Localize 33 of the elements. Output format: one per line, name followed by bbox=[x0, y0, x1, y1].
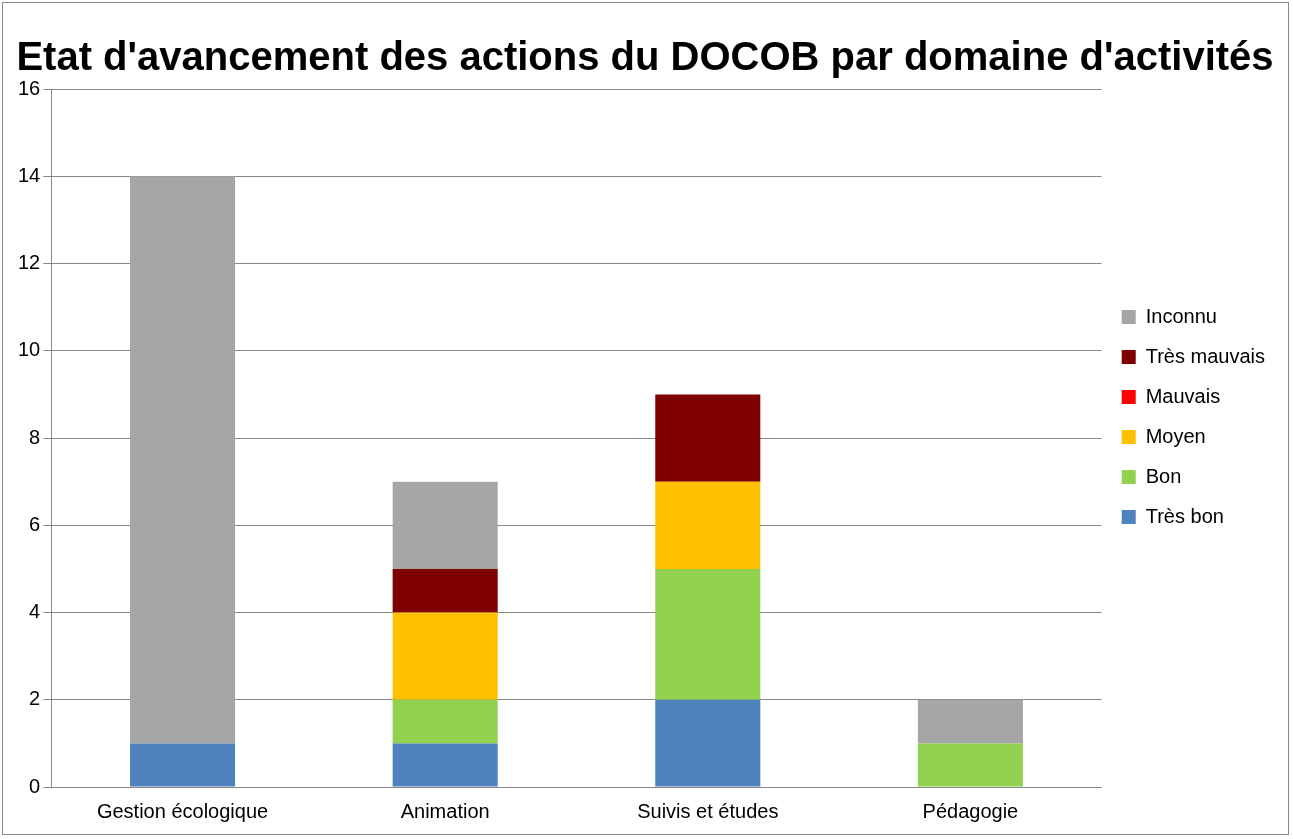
bar bbox=[655, 568, 761, 700]
y-tick-label: 10 bbox=[18, 338, 41, 361]
legend-label: Très mauvais bbox=[1145, 344, 1266, 367]
bar bbox=[130, 743, 236, 787]
bar bbox=[655, 481, 761, 569]
y-tick-label: 6 bbox=[29, 512, 41, 535]
legend-label: Inconnu bbox=[1145, 304, 1217, 327]
y-tick-label: 0 bbox=[29, 774, 41, 797]
bar bbox=[392, 699, 498, 744]
bar bbox=[392, 481, 498, 569]
legend-label: Mauvais bbox=[1145, 384, 1221, 407]
legend-label: Bon bbox=[1145, 464, 1182, 487]
y-tick-label: 4 bbox=[29, 600, 41, 623]
x-tick-label: Suivis et études bbox=[637, 799, 779, 822]
bar bbox=[917, 699, 1023, 744]
bar bbox=[392, 612, 498, 700]
bar bbox=[392, 743, 498, 787]
bar bbox=[655, 699, 761, 787]
y-tick-label: 2 bbox=[29, 687, 41, 710]
bar bbox=[392, 568, 498, 613]
chart-title: Etat d'avancement des actions du DOCOB par domaine d'activités bbox=[16, 34, 1274, 79]
y-tick-label: 16 bbox=[18, 76, 41, 99]
y-tick-label: 8 bbox=[29, 425, 41, 448]
y-tick-label: 14 bbox=[18, 163, 41, 186]
y-tick-label: 12 bbox=[18, 251, 41, 274]
x-tick-label: Gestion écologique bbox=[96, 799, 269, 822]
bar bbox=[655, 394, 761, 482]
legend-label: Très bon bbox=[1145, 504, 1224, 527]
x-tick-label: Pédagogie bbox=[922, 799, 1019, 822]
legend-label: Moyen bbox=[1145, 424, 1206, 447]
bar bbox=[130, 176, 236, 744]
x-tick-label: Animation bbox=[400, 799, 490, 822]
bar bbox=[917, 743, 1023, 787]
